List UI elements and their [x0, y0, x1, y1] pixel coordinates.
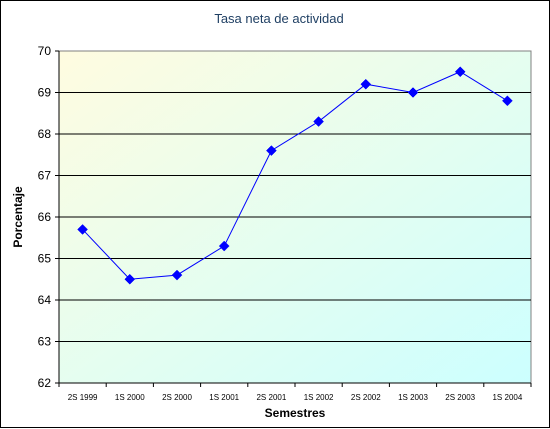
- y-tick-label: 69: [38, 86, 52, 100]
- x-tick-label: 2S 2002: [351, 393, 381, 402]
- x-tick-label: 2S 2000: [162, 393, 192, 402]
- y-axis-ticks: 62 63 64 65 66 67 68 69 70: [38, 44, 59, 390]
- data-point: [360, 78, 372, 90]
- x-tick-label: 2S 1999: [68, 393, 98, 402]
- data-point: [266, 145, 277, 156]
- y-tick-label: 63: [38, 335, 52, 349]
- x-tick-label: 1S 2002: [304, 393, 334, 402]
- y-tick-label: 66: [38, 210, 52, 224]
- x-tick-label: 2S 2001: [256, 393, 286, 402]
- data-point: [502, 95, 513, 107]
- x-axis-ticks: 2S 1999 1S 2000 2S 2000 1S 2001 2S 2001 1S 20…: [58, 383, 532, 402]
- y-axis-title: Porcentaje: [11, 186, 25, 248]
- data-point: [454, 66, 466, 78]
- data-point: [171, 269, 183, 281]
- x-tick-label: 2S 2003: [445, 393, 475, 402]
- data-point: [313, 116, 324, 127]
- x-tick-label: 1S 2001: [209, 393, 239, 402]
- data-point: [77, 224, 88, 235]
- chart-title: Tasa neta de actividad: [214, 11, 343, 26]
- data-point: [407, 87, 419, 98]
- x-tick-label: 1S 2000: [115, 393, 145, 402]
- series-group: [77, 66, 513, 285]
- y-tick-label: 65: [38, 252, 52, 266]
- series-line: [82, 71, 508, 280]
- data-point: [124, 273, 136, 285]
- data-point: [218, 240, 230, 252]
- y-tick-label: 70: [38, 44, 52, 58]
- x-axis-title: Semestres: [265, 406, 326, 420]
- y-tick-label: 68: [38, 127, 52, 141]
- y-tick-label: 62: [38, 376, 52, 390]
- x-tick-label: 1S 2003: [398, 393, 428, 402]
- y-tick-label: 64: [38, 293, 52, 307]
- x-tick-label: 1S 2004: [492, 393, 522, 402]
- y-tick-label: 67: [38, 169, 52, 183]
